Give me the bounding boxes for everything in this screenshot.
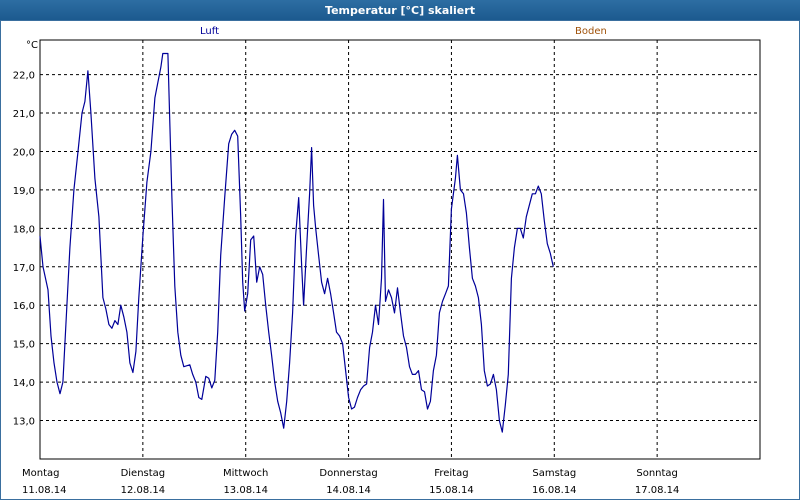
series-group: [39, 52, 554, 433]
x-tick-day: Sonntag: [636, 468, 678, 479]
x-tick-day: Freitag: [434, 468, 468, 479]
plot-border: [39, 39, 761, 460]
x-tick-day: Samstag: [532, 468, 576, 479]
y-tick-label: 13,0: [13, 417, 35, 428]
x-tick-date: 11.08.14: [22, 485, 67, 496]
y-tick-label: 14,0: [13, 378, 35, 389]
x-tick-date: 12.08.14: [121, 485, 166, 496]
x-tick-date: 17.08.14: [635, 485, 680, 496]
y-tick-label: 18,0: [13, 224, 35, 235]
legend-luft: Luft: [200, 26, 219, 37]
y-axis-ticks: 13,0 14,0 15,0 16,0 17,0 18,0 19,0 20,0 21,0 22,0: [13, 71, 35, 428]
y-tick-label: 20,0: [13, 147, 35, 158]
x-tick-day: Montag: [22, 468, 59, 479]
legend-boden: Boden: [575, 26, 607, 37]
y-tick-label: 21,0: [13, 109, 35, 120]
y-tick-label: 22,0: [13, 71, 35, 82]
x-tick-day: Mittwoch: [223, 468, 268, 479]
series-line-luft: [39, 52, 554, 433]
y-axis-unit: °C: [26, 40, 38, 51]
x-tick-day: Dienstag: [121, 468, 166, 479]
x-tick-day: Donnerstag: [319, 468, 377, 479]
x-tick-date: 14.08.14: [326, 485, 371, 496]
y-tick-label: 17,0: [13, 263, 35, 274]
window-title: Temperatur [°C] skaliert: [0, 0, 800, 20]
y-tick-label: 19,0: [13, 186, 35, 197]
y-tick-label: 16,0: [13, 301, 35, 312]
x-tick-date: 16.08.14: [532, 485, 577, 496]
y-tick-label: 15,0: [13, 340, 35, 351]
x-tick-date: 13.08.14: [223, 485, 268, 496]
x-axis-ticks: Montag 11.08.14 Dienstag 12.08.14 Mittwoch 13…: [22, 468, 679, 496]
x-tick-date: 15.08.14: [429, 485, 474, 496]
grid-lines: [39, 39, 761, 460]
